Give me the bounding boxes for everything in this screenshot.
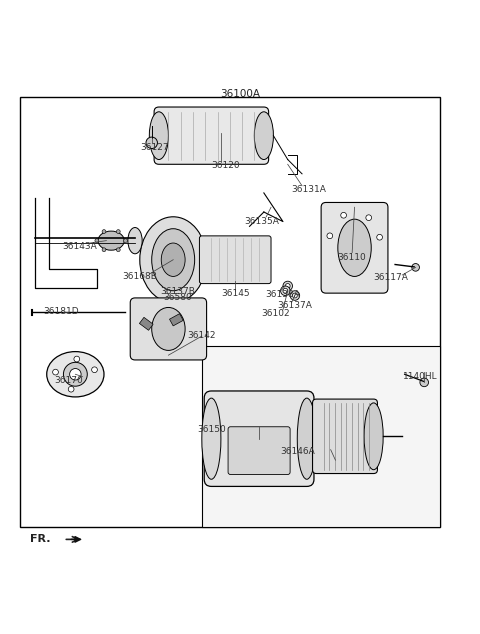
FancyBboxPatch shape [228, 427, 290, 474]
Text: 36110: 36110 [338, 253, 367, 262]
Circle shape [95, 239, 99, 243]
Circle shape [102, 230, 106, 233]
Text: 36145: 36145 [221, 289, 250, 298]
Circle shape [92, 367, 97, 373]
FancyBboxPatch shape [312, 399, 377, 474]
Ellipse shape [152, 307, 185, 351]
Circle shape [53, 369, 59, 375]
Circle shape [366, 215, 372, 221]
Ellipse shape [140, 217, 206, 302]
Text: 36137A: 36137A [277, 301, 312, 310]
Ellipse shape [254, 112, 274, 160]
Text: 36100A: 36100A [220, 89, 260, 99]
Text: 36150: 36150 [197, 425, 226, 434]
Circle shape [281, 286, 290, 295]
Text: 36170: 36170 [54, 376, 83, 385]
Circle shape [146, 137, 157, 148]
Circle shape [377, 235, 383, 240]
Text: 36143A: 36143A [63, 242, 97, 251]
Text: 1140HL: 1140HL [403, 372, 438, 381]
Circle shape [123, 239, 127, 243]
Circle shape [327, 233, 333, 238]
Text: 36181D: 36181D [43, 307, 79, 316]
FancyBboxPatch shape [199, 236, 271, 283]
Text: 36135A: 36135A [244, 217, 279, 226]
Circle shape [420, 378, 429, 387]
Bar [169, 314, 183, 326]
Ellipse shape [364, 403, 383, 470]
FancyBboxPatch shape [130, 298, 206, 360]
Text: 36102: 36102 [262, 309, 290, 318]
Circle shape [285, 283, 290, 288]
Ellipse shape [149, 112, 168, 160]
Ellipse shape [297, 398, 316, 479]
Text: 36168B: 36168B [122, 273, 157, 281]
Text: 36117A: 36117A [373, 273, 408, 282]
Circle shape [283, 281, 292, 291]
Text: 36120: 36120 [211, 161, 240, 170]
Text: 36580: 36580 [164, 294, 192, 302]
Text: 36127: 36127 [140, 143, 168, 152]
Circle shape [116, 248, 120, 252]
Circle shape [63, 363, 87, 386]
Ellipse shape [98, 231, 124, 250]
Text: 36142: 36142 [188, 331, 216, 340]
FancyBboxPatch shape [321, 202, 388, 293]
Circle shape [292, 293, 297, 298]
Circle shape [70, 368, 81, 380]
Circle shape [74, 356, 80, 362]
Circle shape [290, 291, 300, 301]
Ellipse shape [202, 398, 221, 479]
Ellipse shape [47, 352, 104, 397]
Ellipse shape [338, 219, 371, 276]
Circle shape [102, 248, 106, 252]
FancyBboxPatch shape [154, 107, 269, 164]
Ellipse shape [161, 243, 185, 276]
Text: 36137B: 36137B [160, 287, 195, 295]
Text: FR.: FR. [30, 534, 50, 545]
Ellipse shape [128, 228, 142, 254]
Bar [139, 318, 153, 330]
Text: 36138A: 36138A [265, 290, 300, 299]
Text: 36146A: 36146A [280, 447, 315, 456]
Text: 36131A: 36131A [292, 184, 326, 193]
Circle shape [116, 230, 120, 233]
Ellipse shape [152, 229, 195, 291]
FancyBboxPatch shape [202, 346, 441, 527]
Circle shape [283, 288, 288, 293]
FancyBboxPatch shape [204, 391, 314, 486]
Circle shape [68, 386, 74, 392]
Circle shape [341, 212, 347, 218]
Circle shape [412, 264, 420, 271]
